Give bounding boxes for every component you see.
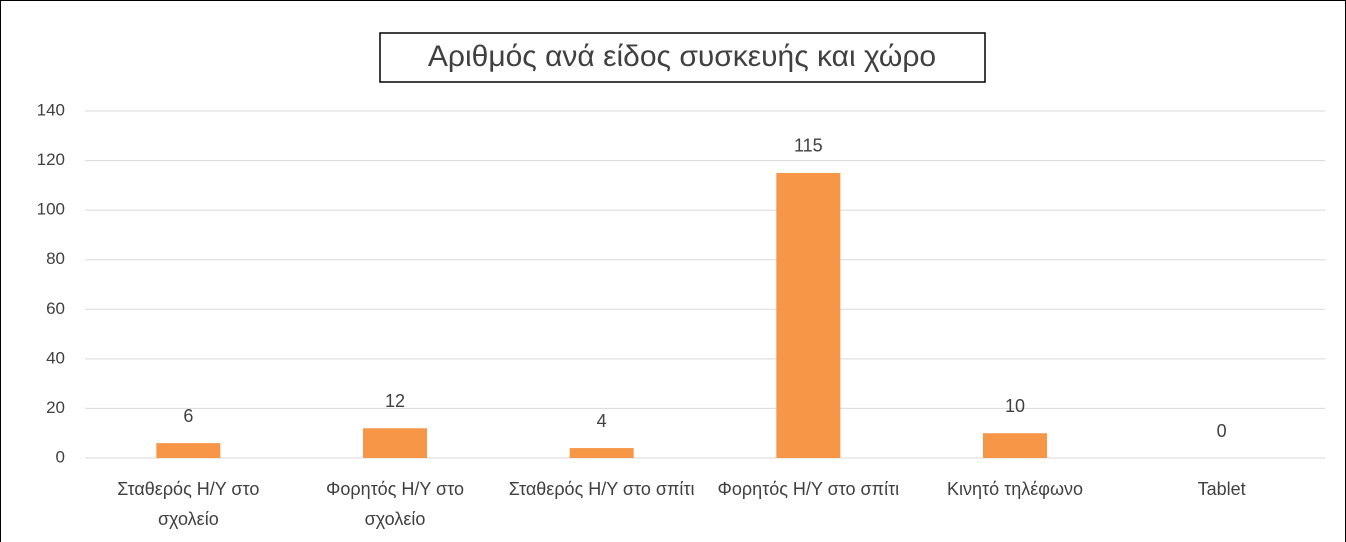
data-label: 115 xyxy=(794,136,823,156)
x-tick-label: Σταθερός Η/Υ στο σχολείο xyxy=(117,479,260,529)
chart-title: Αριθμός ανά είδος συσκευής και χώρο xyxy=(428,40,936,73)
x-tick-label: Σταθερός Η/Υ στο σπίτι xyxy=(508,479,695,499)
x-tick-label: Φορητός Η/Υ στο σχολείο xyxy=(325,479,465,529)
bar xyxy=(776,172,841,458)
y-tick-label: 120 xyxy=(37,150,65,169)
y-tick-label: 140 xyxy=(37,100,65,119)
bar xyxy=(156,443,221,458)
title-box xyxy=(379,32,986,83)
bar xyxy=(983,433,1047,458)
bar xyxy=(569,448,634,458)
y-tick-label: 0 xyxy=(56,447,65,466)
bar xyxy=(363,428,427,458)
data-label: 10 xyxy=(1005,396,1025,416)
y-tick-label: 80 xyxy=(46,249,65,268)
x-tick-label: Κινητό τηλέφωνο xyxy=(946,479,1084,499)
x-tick-label: Tablet xyxy=(1197,479,1246,499)
data-label: 0 xyxy=(1217,421,1227,441)
y-tick-label: 60 xyxy=(46,299,65,318)
y-tick-label: 40 xyxy=(46,348,65,367)
data-label: 4 xyxy=(597,411,607,431)
y-tick-label: 100 xyxy=(37,200,65,219)
data-label: 6 xyxy=(183,406,193,426)
data-label: 12 xyxy=(385,391,405,411)
x-tick-label: Φορητός Η/Υ στο σπίτι xyxy=(717,479,900,499)
y-tick-label: 20 xyxy=(46,398,65,417)
